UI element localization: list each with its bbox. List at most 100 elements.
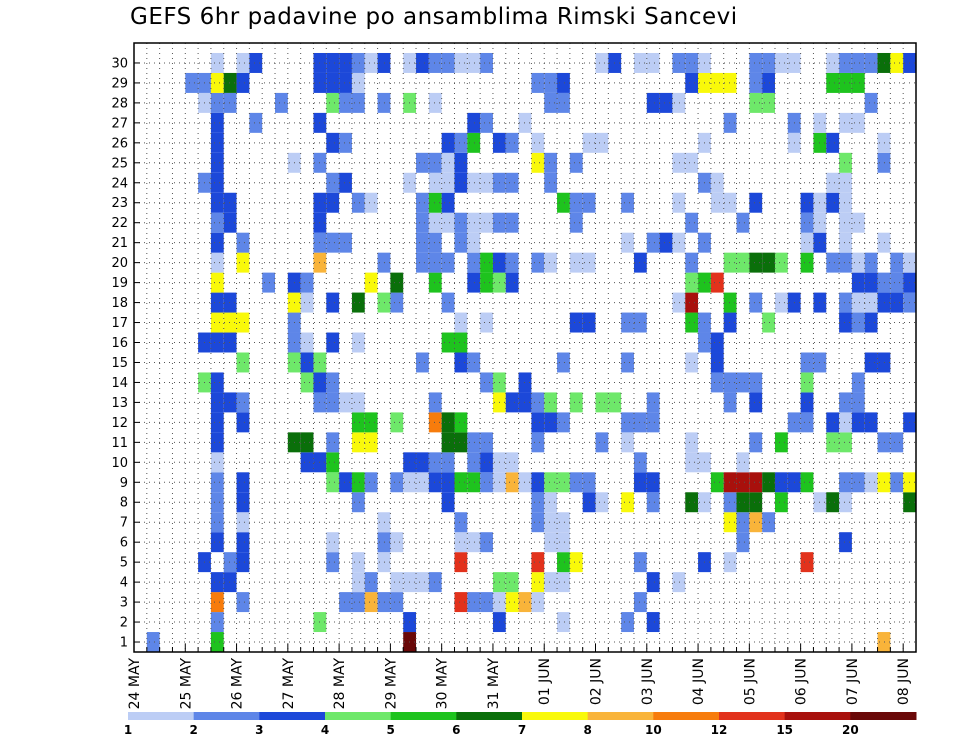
heatmap-cell <box>531 592 545 613</box>
heatmap-cell <box>300 272 314 293</box>
heatmap-cell <box>864 352 878 373</box>
heatmap-cell <box>249 112 263 133</box>
heatmap-cell <box>710 352 724 373</box>
heatmap-cell <box>480 172 493 193</box>
heatmap-cell <box>851 292 865 313</box>
heatmap-cell <box>749 432 763 453</box>
heatmap-cell <box>441 472 455 493</box>
heatmap-cell <box>416 192 429 213</box>
heatmap-cell <box>557 532 570 553</box>
heatmap-cell <box>646 572 660 593</box>
heatmap-cell <box>531 72 545 93</box>
heatmap-cell <box>800 412 814 433</box>
heatmap-cell <box>826 192 840 213</box>
heatmap-cell <box>710 72 724 93</box>
heatmap-cell <box>531 152 545 173</box>
heatmap-cell <box>749 92 763 113</box>
heatmap-cell <box>851 272 865 293</box>
heatmap-cell <box>851 52 865 73</box>
y-tick-label: 9 <box>120 476 128 491</box>
heatmap-cell <box>723 192 737 213</box>
heatmap-cell <box>339 232 352 253</box>
heatmap-cell <box>672 192 686 213</box>
heatmap-cell <box>762 252 775 273</box>
heatmap-cell <box>210 612 224 633</box>
heatmap-cell <box>351 572 365 593</box>
heatmap-cell <box>544 532 558 553</box>
heatmap-cell <box>441 452 455 473</box>
heatmap-cell <box>646 52 660 73</box>
heatmap-cell <box>505 592 519 613</box>
heatmap-cell <box>223 392 237 413</box>
heatmap-cell <box>749 52 763 73</box>
heatmap-cell <box>210 592 224 613</box>
heatmap-cell <box>441 152 455 173</box>
heatmap-cell <box>236 232 250 253</box>
heatmap-cell <box>633 592 647 613</box>
heatmap-cell <box>864 292 878 313</box>
heatmap-cell <box>454 592 468 613</box>
x-tick-label: 07 JUN <box>845 658 861 705</box>
heatmap-cell <box>774 472 788 493</box>
heatmap-cell <box>351 332 365 353</box>
heatmap-cell <box>839 392 852 413</box>
heatmap-cell <box>839 52 852 73</box>
heatmap-cell <box>390 412 404 433</box>
heatmap-cell <box>762 472 775 493</box>
colorbar-label: 15 <box>776 723 793 737</box>
heatmap-cell <box>646 492 660 513</box>
y-tick-label: 2 <box>120 616 128 631</box>
heatmap-cell <box>864 92 878 113</box>
heatmap-cell <box>685 252 699 273</box>
heatmap-cell <box>441 192 455 213</box>
heatmap-cell <box>762 72 775 93</box>
y-tick-label: 10 <box>111 456 128 471</box>
heatmap-cell <box>723 292 737 313</box>
heatmap-cell <box>890 472 904 493</box>
heatmap-cell <box>223 192 237 213</box>
heatmap-cell <box>877 232 891 253</box>
heatmap-cell <box>890 292 904 313</box>
heatmap-cell <box>467 352 481 373</box>
heatmap-cell <box>723 372 737 393</box>
heatmap-cell <box>826 52 840 73</box>
y-tick-label: 6 <box>120 536 128 551</box>
heatmap-cell <box>749 72 763 93</box>
colorbar-swatch <box>193 712 260 720</box>
heatmap-cell <box>236 492 250 513</box>
heatmap-cell <box>223 72 237 93</box>
heatmap-cell <box>505 212 519 233</box>
heatmap-cell <box>531 552 545 573</box>
heatmap-cell <box>531 492 545 513</box>
heatmap-cell <box>236 412 250 433</box>
heatmap-cell <box>236 312 250 333</box>
heatmap-cell <box>839 252 852 273</box>
heatmap-cell <box>505 392 519 413</box>
heatmap-cell <box>890 252 904 273</box>
heatmap-cell <box>800 472 814 493</box>
heatmap-cell <box>467 52 481 73</box>
heatmap-cell <box>531 472 545 493</box>
heatmap-cell <box>646 92 660 113</box>
colorbar-label: 1 <box>124 723 132 737</box>
heatmap-cell <box>723 112 737 133</box>
heatmap-cell <box>685 152 699 173</box>
colorbar-swatch <box>653 712 720 720</box>
heatmap-cell <box>839 432 852 453</box>
heatmap-cell <box>454 152 468 173</box>
heatmap-cell <box>416 472 429 493</box>
heatmap-cell <box>441 432 455 453</box>
heatmap-cell <box>351 92 365 113</box>
heatmap-cell <box>480 432 493 453</box>
heatmap-cell <box>839 412 852 433</box>
heatmap-cell <box>454 312 468 333</box>
heatmap-cell <box>800 552 814 573</box>
heatmap-cell <box>326 192 340 213</box>
heatmap-cell <box>800 372 814 393</box>
heatmap-cell <box>505 572 519 593</box>
heatmap-cell <box>454 172 468 193</box>
heatmap-cell <box>749 472 763 493</box>
heatmap-cell <box>710 192 724 213</box>
heatmap-cell <box>467 172 481 193</box>
heatmap-cell <box>505 272 519 293</box>
